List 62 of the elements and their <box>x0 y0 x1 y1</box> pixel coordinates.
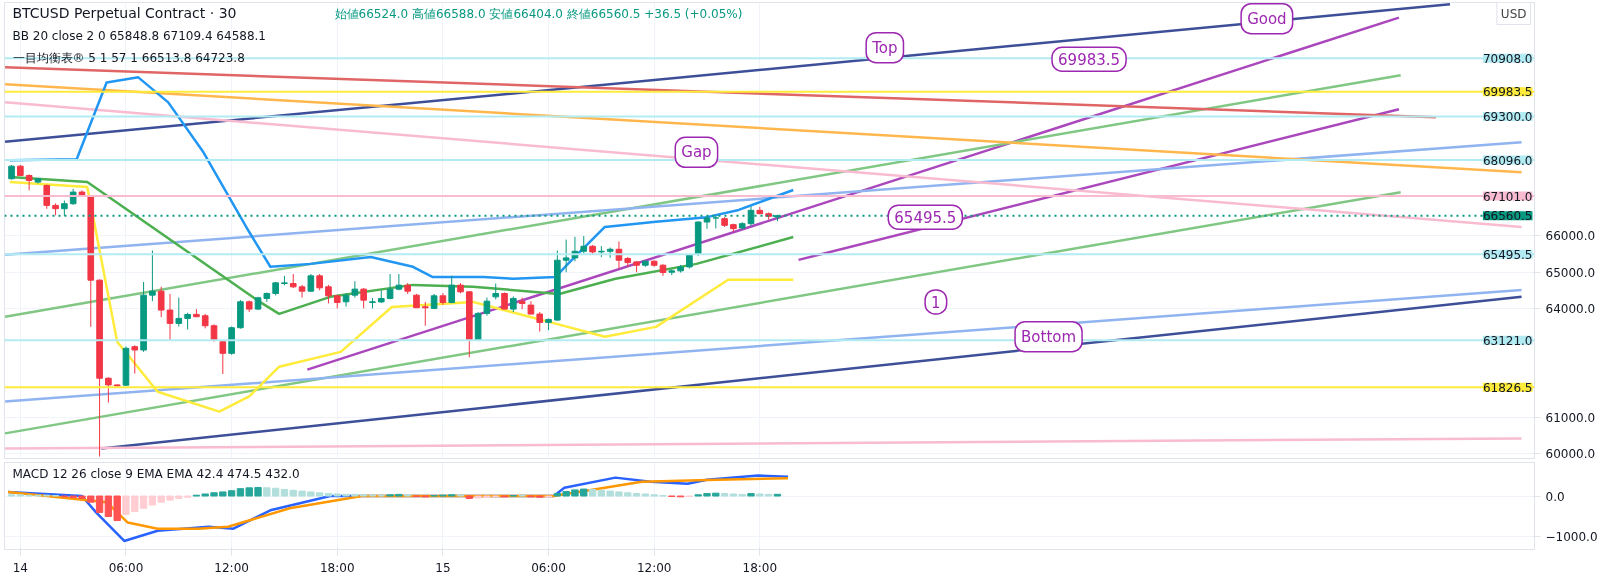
candlestick <box>360 287 367 309</box>
candlestick <box>219 339 227 375</box>
bar <box>465 495 473 499</box>
ref-line-label: 66560.5 <box>1482 209 1533 224</box>
candlestick <box>518 297 526 310</box>
y-tick-label: 65000.0 <box>1545 265 1596 280</box>
candlestick <box>562 239 570 273</box>
candlestick <box>157 286 165 318</box>
annotation: 一目均衡表® 5 1 57 1 66513.8 64723.8 <box>12 50 245 65</box>
candlestick <box>25 173 33 191</box>
annotation: Top <box>871 38 898 57</box>
x-tick-label: 12:00 <box>636 560 672 575</box>
x-tick-label: 15 <box>435 560 451 575</box>
ref-line-label: 69983.5 <box>1482 85 1533 100</box>
x-tick-label: 06:00 <box>108 560 144 575</box>
x-tick-label: 12:00 <box>214 560 249 575</box>
x-tick-label: 14 <box>12 560 28 575</box>
candlestick <box>166 293 174 342</box>
candlestick <box>342 292 350 308</box>
annotation: 65495.5 <box>894 209 957 228</box>
y-tick-label: 0.0 <box>1545 489 1565 504</box>
annotation: 69983.5 <box>1058 51 1121 70</box>
ref-line-label: 70908.0 <box>1482 51 1533 66</box>
candlestick <box>351 280 359 299</box>
annotation: 1 <box>931 293 941 312</box>
y-tick-label: 64000.0 <box>1545 301 1596 316</box>
candlestick <box>421 301 429 327</box>
ref-line-label: 65495.5 <box>1482 247 1533 262</box>
annotation: Gap <box>681 143 712 162</box>
candlestick <box>386 273 394 300</box>
y-tick-label: −1000.0 <box>1545 530 1598 545</box>
y-tick-label: 66000.0 <box>1545 229 1596 244</box>
ref-line-label: 61826.5 <box>1482 380 1533 395</box>
ref-line-label: 69300.0 <box>1482 109 1533 124</box>
bar <box>747 493 755 497</box>
candlestick <box>105 376 112 404</box>
candlestick <box>149 249 156 302</box>
x-tick-label: 18:00 <box>319 560 355 575</box>
candlestick <box>298 284 306 299</box>
annotation: Bottom <box>1021 327 1077 346</box>
candlestick <box>395 273 403 291</box>
candlestick <box>325 284 332 304</box>
chart-title: BTCUSD Perpetual Contract · 30 <box>12 4 237 21</box>
candlestick <box>175 297 183 328</box>
x-tick-label: 18:00 <box>742 560 778 575</box>
y-tick-label: 61000.0 <box>1545 410 1596 425</box>
ref-line-label: 67101.0 <box>1482 189 1533 204</box>
candlestick <box>448 275 456 304</box>
annotation: 始値66524.0 高値66588.0 安値66404.0 終値66560.5 +36.5 (+0.05%) <box>334 6 743 21</box>
chart-title: MACD 12 26 close 9 EMA EMA 42.4 474.5 432.0 <box>12 466 300 481</box>
annotation: Good <box>1247 9 1287 28</box>
x-tick-label: 06:00 <box>531 560 566 575</box>
bar <box>588 488 597 497</box>
ref-line-label: 63121.0 <box>1482 333 1533 348</box>
candlestick <box>131 344 139 375</box>
annotation: BB 20 close 2 0 65848.8 67109.4 64588.1 <box>12 28 266 43</box>
bar <box>720 493 729 497</box>
y-axis-title: USD <box>1500 6 1527 21</box>
y-tick-label: 60000.0 <box>1545 446 1596 461</box>
candlestick <box>483 297 491 317</box>
ref-line-label: 68096.0 <box>1482 153 1533 168</box>
candlestick <box>536 311 544 333</box>
